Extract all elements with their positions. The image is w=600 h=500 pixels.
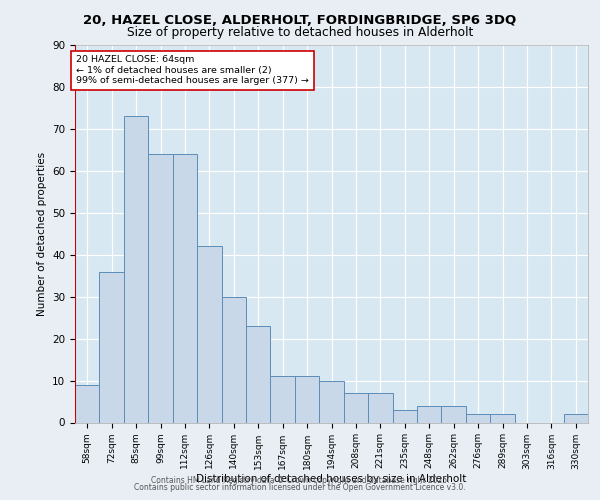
- Text: Contains HM Land Registry data © Crown copyright and database right 2025.: Contains HM Land Registry data © Crown c…: [151, 476, 449, 485]
- Bar: [466, 414, 490, 422]
- Bar: [75, 385, 100, 422]
- Bar: [100, 272, 124, 422]
- Bar: [417, 406, 442, 422]
- Bar: [197, 246, 221, 422]
- Bar: [344, 393, 368, 422]
- Text: 20 HAZEL CLOSE: 64sqm
← 1% of detached houses are smaller (2)
99% of semi-detach: 20 HAZEL CLOSE: 64sqm ← 1% of detached h…: [76, 56, 309, 86]
- Bar: [271, 376, 295, 422]
- Bar: [173, 154, 197, 422]
- Bar: [392, 410, 417, 422]
- Text: Size of property relative to detached houses in Alderholt: Size of property relative to detached ho…: [127, 26, 473, 39]
- Y-axis label: Number of detached properties: Number of detached properties: [37, 152, 47, 316]
- Text: Contains public sector information licensed under the Open Government Licence v3: Contains public sector information licen…: [134, 484, 466, 492]
- Bar: [563, 414, 588, 422]
- Bar: [246, 326, 271, 422]
- Bar: [148, 154, 173, 422]
- Bar: [490, 414, 515, 422]
- Text: 20, HAZEL CLOSE, ALDERHOLT, FORDINGBRIDGE, SP6 3DQ: 20, HAZEL CLOSE, ALDERHOLT, FORDINGBRIDG…: [83, 14, 517, 27]
- Bar: [221, 296, 246, 422]
- Bar: [124, 116, 148, 422]
- Bar: [368, 393, 392, 422]
- Bar: [319, 380, 344, 422]
- X-axis label: Distribution of detached houses by size in Alderholt: Distribution of detached houses by size …: [196, 474, 467, 484]
- Bar: [442, 406, 466, 422]
- Bar: [295, 376, 319, 422]
